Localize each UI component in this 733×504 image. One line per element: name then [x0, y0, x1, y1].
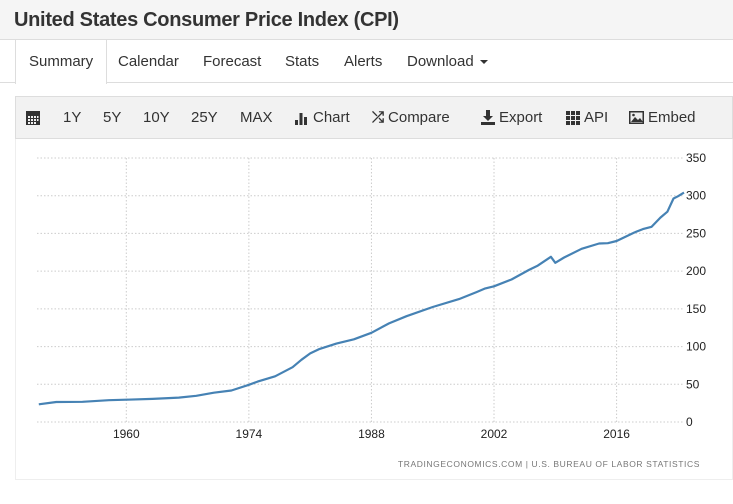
page-title: United States Consumer Price Index (CPI): [14, 9, 399, 31]
range-5y-button[interactable]: 5Y: [103, 109, 122, 126]
cpi-series-line: [38, 191, 685, 406]
embed-button[interactable]: Embed: [629, 97, 696, 138]
tab-download[interactable]: Download: [407, 40, 488, 83]
x-tick-label: 1974: [236, 427, 263, 441]
y-tick-label: 350: [686, 151, 706, 165]
y-tick-label: 200: [686, 264, 706, 278]
title-bar: United States Consumer Price Index (CPI): [0, 0, 733, 40]
api-label: API: [584, 109, 609, 126]
image-icon: [629, 111, 644, 124]
download-icon: [481, 110, 495, 125]
x-tick-label: 1988: [358, 427, 385, 441]
export-label: Export: [499, 109, 543, 126]
api-button[interactable]: API: [566, 97, 608, 138]
tab-stats[interactable]: Stats: [285, 53, 320, 70]
range-1y-button[interactable]: 1Y: [63, 109, 82, 126]
compare-button[interactable]: ⤮ Compare: [372, 97, 450, 138]
tab-alerts[interactable]: Alerts: [344, 53, 383, 70]
y-tick-label: 0: [686, 415, 693, 429]
y-tick-label: 50: [686, 377, 700, 391]
caret-down-icon: [479, 59, 488, 64]
chart-source: TRADINGECONOMICS.COM | U.S. BUREAU OF LA…: [398, 459, 700, 469]
calendar-button[interactable]: [26, 97, 40, 138]
range-max-button[interactable]: MAX: [240, 109, 273, 126]
y-tick-label: 300: [686, 189, 706, 203]
chart-label: Chart: [313, 109, 350, 126]
embed-label: Embed: [648, 109, 696, 126]
range-10y-button[interactable]: 10Y: [143, 109, 170, 126]
x-tick-label: 1960: [113, 427, 140, 441]
shuffle-icon: ⤮: [372, 109, 385, 126]
export-button[interactable]: Export: [481, 97, 542, 138]
tab-download-label: Download: [407, 53, 474, 70]
tab-bar: Summary Calendar Forecast Stats Alerts D…: [0, 40, 733, 84]
y-tick-label: 100: [686, 340, 706, 354]
chart-type-button[interactable]: Chart: [295, 97, 350, 138]
x-tick-label: 2002: [481, 427, 508, 441]
calendar-icon: [26, 111, 40, 125]
grid-icon: [566, 110, 580, 125]
bar-chart-icon: [295, 112, 307, 125]
tab-calendar[interactable]: Calendar: [118, 53, 179, 70]
compare-label: Compare: [388, 109, 450, 126]
y-tick-label: 250: [686, 226, 706, 240]
x-tick-label: 2016: [603, 427, 630, 441]
y-tick-label: 150: [686, 302, 706, 316]
tab-summary[interactable]: Summary: [15, 40, 108, 84]
tab-forecast[interactable]: Forecast: [203, 53, 262, 70]
range-25y-button[interactable]: 25Y: [191, 109, 218, 126]
